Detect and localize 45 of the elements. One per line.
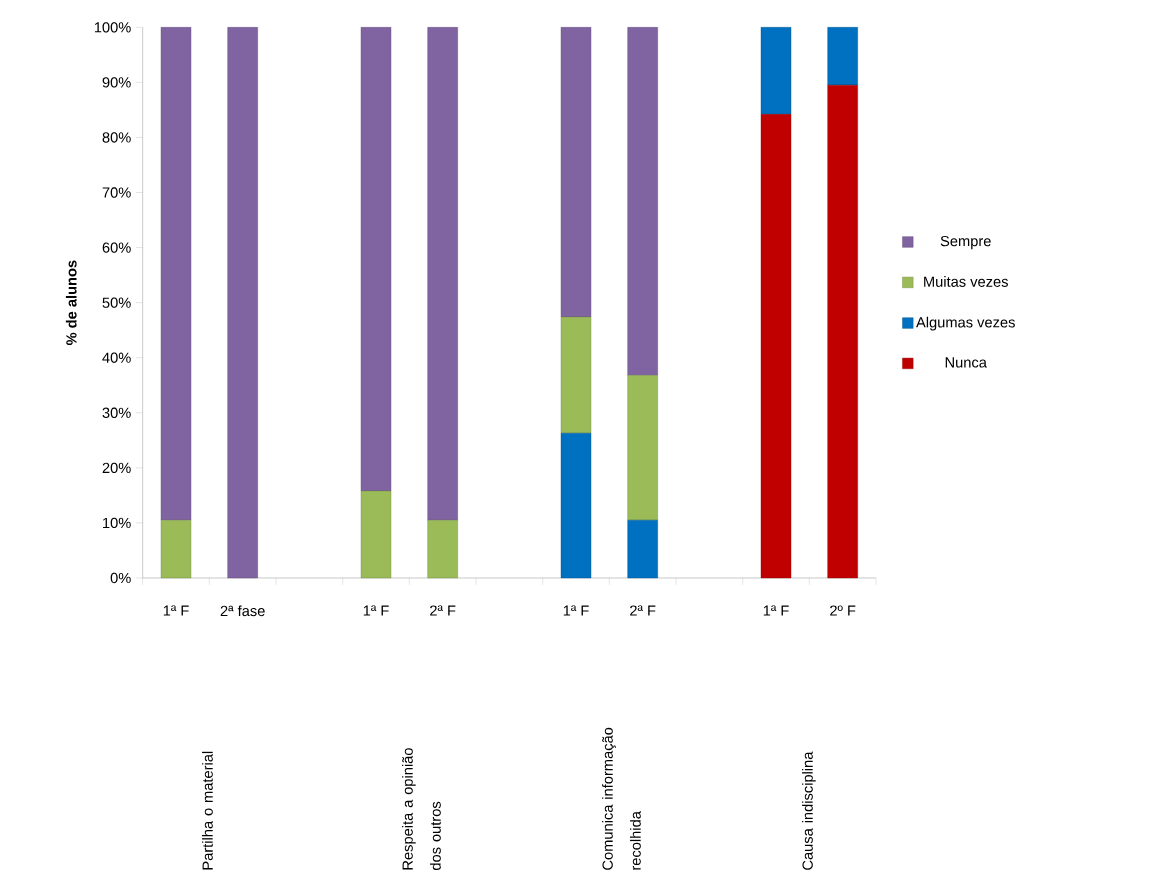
legend-label: Muitas vezes (924, 276, 1008, 287)
legend-label: Nunca (945, 357, 987, 368)
x-tick-label: 1ª F (363, 605, 389, 616)
bar (160, 27, 192, 521)
y-tick-label: 10% (103, 517, 131, 529)
y-tick-label: 90% (102, 77, 131, 88)
bar (827, 84, 858, 579)
y-tick-label: 30% (102, 407, 131, 418)
bar (627, 375, 658, 521)
text: Causa indisciplina (802, 751, 816, 870)
bar (627, 519, 658, 579)
y-axis-title: % de alunos (65, 260, 77, 346)
bar (760, 114, 792, 579)
text: Partilha o material (202, 751, 213, 870)
y-tick-label: 100% (94, 22, 131, 33)
y-tick-label: 60% (102, 242, 131, 253)
y-tick-label: 40% (102, 352, 131, 363)
x-tick-label: 1ª F (563, 605, 589, 616)
bar (560, 27, 592, 318)
bar (627, 27, 658, 376)
x-tick-label: 1ª F (763, 605, 789, 616)
y-tick-label: 20% (102, 462, 131, 474)
bar (360, 27, 392, 492)
bar (560, 316, 592, 434)
y-tick-label: 70% (102, 187, 131, 198)
x-tick-label: 2ª F (630, 605, 656, 616)
x-tick-label: 2ª F (430, 605, 456, 616)
bar (760, 27, 792, 115)
x-tick-label: 2º F (830, 605, 856, 616)
bar (160, 519, 192, 579)
bar (227, 27, 258, 579)
text: Respeita a opinião dos outros (402, 748, 441, 870)
y-tick-label: 0% (110, 572, 131, 584)
x-tick-label: 1ª F (163, 605, 189, 616)
bar (427, 27, 458, 521)
bar (560, 432, 592, 579)
bar (360, 490, 392, 579)
y-tick-label: 80% (102, 132, 131, 143)
bar (827, 27, 858, 86)
x-tick-label: 2ª fase (220, 605, 265, 617)
text: Comunica informação recolhida (602, 727, 641, 870)
bar (427, 519, 458, 579)
legend-label: Sempre (940, 235, 991, 250)
legend-label: Algumas vezes (916, 316, 1015, 331)
y-tick-label: 50% (102, 297, 131, 308)
